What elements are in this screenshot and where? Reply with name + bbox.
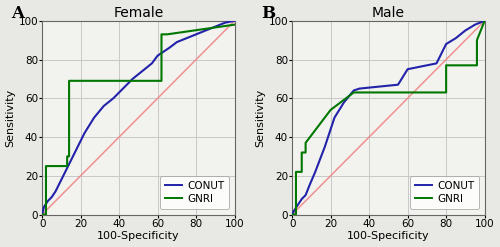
Legend: CONUT, GNRI: CONUT, GNRI — [160, 176, 230, 209]
Legend: CONUT, GNRI: CONUT, GNRI — [410, 176, 480, 209]
Y-axis label: Sensitivity: Sensitivity — [6, 88, 16, 147]
Text: B: B — [262, 5, 276, 22]
Title: Male: Male — [372, 6, 405, 20]
Title: Female: Female — [114, 6, 164, 20]
X-axis label: 100-Specificity: 100-Specificity — [347, 231, 430, 242]
Text: A: A — [12, 5, 24, 22]
X-axis label: 100-Specificity: 100-Specificity — [97, 231, 180, 242]
Y-axis label: Sensitivity: Sensitivity — [256, 88, 266, 147]
